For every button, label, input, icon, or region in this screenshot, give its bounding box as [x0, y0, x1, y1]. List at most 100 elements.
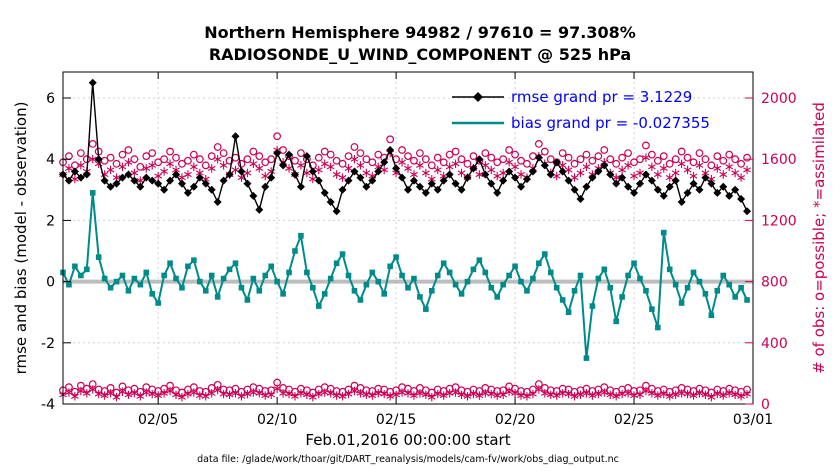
- assimilated-asterisk-marker: [124, 158, 133, 167]
- possible-circle-marker: [630, 158, 638, 167]
- square-marker: [202, 287, 209, 294]
- square-marker: [155, 300, 161, 306]
- square-marker: [78, 272, 84, 279]
- diamond-marker: [719, 182, 728, 191]
- chart-title: Northern Hemisphere 94982 / 97610 = 97.3…: [204, 23, 636, 42]
- diamond-marker: [481, 170, 490, 179]
- square-marker: [660, 229, 667, 236]
- assimilated-asterisk-marker: [320, 159, 329, 168]
- diamond-marker: [588, 173, 597, 182]
- diamond-marker: [189, 182, 198, 191]
- x-tick-label: 02/20: [495, 412, 535, 428]
- possible-circle-marker: [642, 141, 650, 150]
- assimilated-asterisk-marker: [737, 392, 745, 401]
- diamond-marker: [409, 176, 418, 185]
- square-marker: [684, 284, 691, 291]
- y-tick-label-right: 800: [761, 275, 788, 291]
- assimilated-asterisk-marker: [160, 167, 168, 176]
- square-marker: [387, 263, 393, 270]
- diamond-marker: [469, 164, 478, 173]
- data-file-footer: data file: /glade/work/thoar/git/DART_re…: [197, 454, 619, 465]
- diamond-marker: [421, 188, 430, 197]
- diamond-marker: [695, 185, 704, 194]
- assimilated-asterisk-marker: [285, 389, 293, 399]
- diamond-marker: [546, 170, 555, 179]
- diamond-marker: [231, 132, 240, 141]
- diamond-marker: [261, 182, 270, 191]
- assimilated-asterisk-marker: [505, 387, 513, 396]
- possible-circle-marker: [368, 158, 377, 167]
- diamond-marker: [273, 149, 282, 158]
- assimilated-asterisk-marker: [398, 158, 406, 167]
- assimilated-asterisk-marker: [457, 390, 466, 400]
- diamond-marker: [332, 207, 341, 216]
- assimilated-asterisk-marker: [719, 170, 728, 179]
- assimilated-asterisk-marker: [731, 168, 740, 178]
- diamond-marker: [600, 161, 609, 170]
- possible-circle-marker: [374, 150, 383, 159]
- possible-circle-marker: [606, 155, 615, 164]
- square-marker: [464, 278, 471, 285]
- possible-circle-marker: [249, 147, 258, 156]
- assimilated-asterisk-marker: [285, 164, 293, 173]
- square-marker: [440, 260, 447, 267]
- possible-circle-marker: [225, 156, 234, 165]
- possible-circle-marker: [415, 149, 424, 157]
- assimilated-asterisk-marker: [564, 389, 573, 399]
- diamond-marker: [362, 182, 371, 191]
- square-marker: [161, 272, 167, 279]
- possible-circle-marker: [195, 155, 204, 164]
- square-marker: [298, 232, 304, 239]
- diamond-marker: [404, 185, 412, 194]
- diamond-marker: [635, 179, 644, 188]
- square-marker: [351, 287, 358, 294]
- assimilated-asterisk-marker: [469, 389, 478, 399]
- possible-circle-marker: [505, 146, 514, 154]
- diamond-marker: [528, 167, 537, 176]
- legend-rmse-label: rmse grand pr = 3.1229: [511, 88, 692, 106]
- assimilated-asterisk-marker: [350, 155, 359, 164]
- square-marker: [423, 306, 429, 312]
- possible-circle-marker: [624, 149, 632, 157]
- y-tick-label-right: 0: [761, 397, 770, 413]
- possible-circle-marker: [445, 150, 454, 159]
- legend-bias-label: bias grand pr = -0.027355: [511, 114, 710, 132]
- diamond-marker: [606, 170, 615, 179]
- assimilated-asterisk-marker: [457, 168, 466, 178]
- square-marker: [101, 275, 108, 282]
- diamond-marker: [665, 182, 674, 191]
- square-marker: [696, 278, 703, 285]
- possible-circle-marker: [350, 143, 359, 151]
- square-marker: [381, 291, 388, 297]
- assimilated-asterisk-marker: [303, 390, 311, 400]
- possible-circle-marker: [612, 159, 621, 168]
- possible-circle-marker: [243, 155, 252, 164]
- possible-circle-marker: [362, 155, 371, 164]
- square-marker: [446, 269, 453, 276]
- legend-rmse-diamond-marker: [473, 92, 483, 102]
- y-tick-label-left: 6: [46, 91, 55, 107]
- assimilated-asterisk-marker: [368, 391, 377, 400]
- diamond-marker: [94, 155, 103, 164]
- diamond-marker: [124, 170, 133, 179]
- square-marker: [524, 287, 530, 294]
- diamond-marker: [552, 158, 561, 167]
- possible-circle-marker: [273, 132, 282, 141]
- assimilated-asterisk-marker: [314, 389, 323, 399]
- square-marker: [333, 260, 340, 267]
- assimilated-asterisk-marker: [606, 390, 615, 400]
- possible-circle-marker: [511, 150, 519, 159]
- assimilated-asterisk-marker: [267, 390, 276, 400]
- assimilated-asterisk-marker: [332, 170, 341, 179]
- assimilated-asterisk-marker: [338, 173, 347, 182]
- assimilated-asterisk-marker: [421, 168, 430, 178]
- possible-circle-marker: [558, 149, 567, 157]
- possible-circle-marker: [564, 153, 573, 162]
- possible-circle-marker: [106, 153, 115, 162]
- possible-circle-marker: [320, 147, 329, 156]
- possible-circle-marker: [124, 146, 133, 154]
- diamond-marker: [511, 173, 520, 182]
- square-marker: [274, 278, 280, 285]
- series-layer: [59, 78, 752, 402]
- assimilated-asterisk-marker: [505, 158, 513, 167]
